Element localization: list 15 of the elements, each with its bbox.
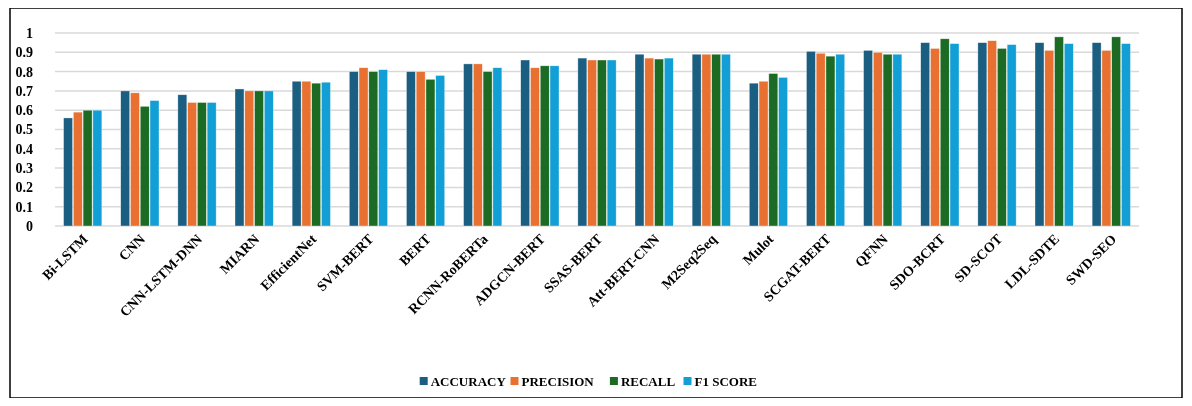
y-tick-label: 0.6 <box>15 103 33 119</box>
y-tick-label: 0.4 <box>15 141 33 157</box>
y-tick-label: 0.8 <box>15 64 33 80</box>
y-tick-label: 0.3 <box>15 161 33 176</box>
y-tick-label: 0 <box>26 218 33 234</box>
legend-label: F1 SCORE <box>694 373 757 389</box>
y-tick-label: 0.5 <box>15 122 33 138</box>
legend-label: PRECISION <box>521 373 595 389</box>
y-tick-label: 0.9 <box>15 45 33 61</box>
y-tick-label: 0.7 <box>15 83 33 99</box>
legend-label: ACCURACY <box>430 373 507 389</box>
y-tick-label: 1 <box>26 25 33 41</box>
y-tick-label: 0.1 <box>15 199 33 215</box>
y-tick-label: 0.2 <box>15 180 33 196</box>
legend-label: RECALL <box>620 373 676 389</box>
